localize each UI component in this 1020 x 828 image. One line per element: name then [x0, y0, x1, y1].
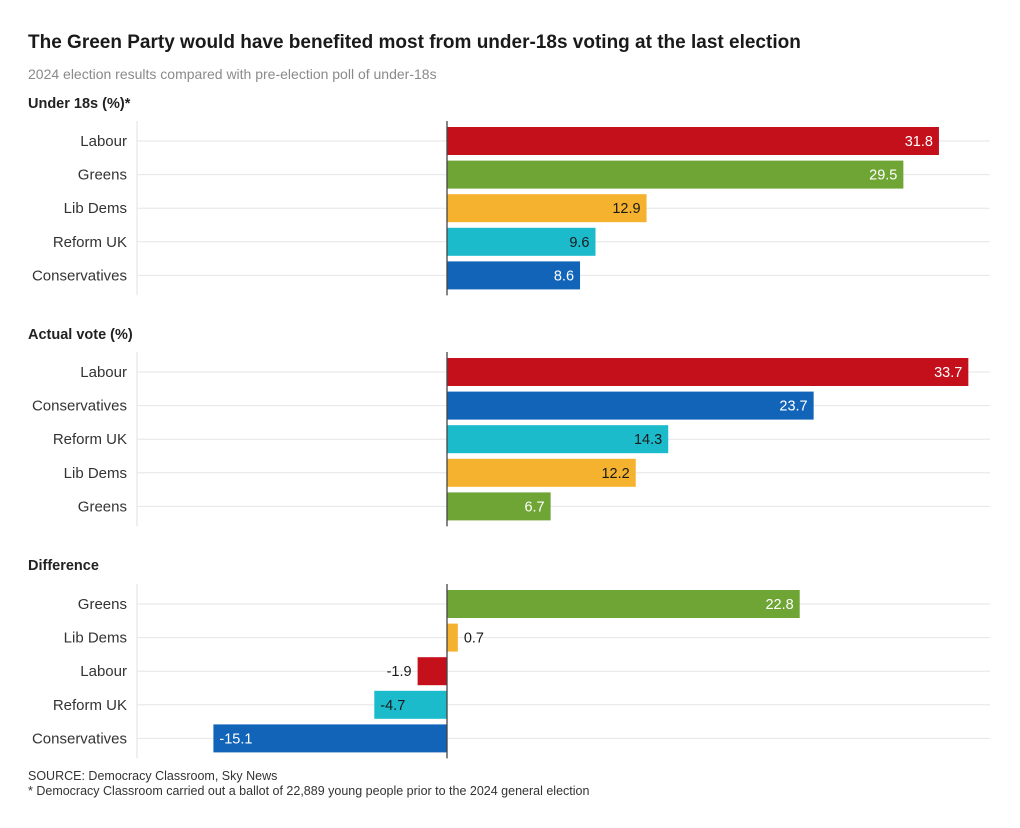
bar-reform-uk	[447, 425, 669, 454]
bar-labour	[417, 657, 447, 686]
category-label: Greens	[78, 596, 127, 613]
category-label: Conservatives	[32, 267, 127, 284]
value-label: -4.7	[380, 698, 405, 714]
value-label: 14.3	[634, 432, 662, 448]
category-label: Reform UK	[53, 697, 127, 714]
bar-greens	[447, 160, 904, 189]
value-label: 29.5	[869, 168, 897, 184]
bar-reform-uk	[374, 690, 447, 719]
category-label: Lib Dems	[64, 630, 127, 647]
value-label: 12.2	[601, 466, 629, 482]
category-label: Reform UK	[53, 431, 127, 448]
bar-lib-dems	[447, 623, 458, 652]
category-label: Greens	[78, 167, 127, 184]
panel-title: Difference	[28, 558, 99, 574]
source-note: SOURCE: Democracy Classroom, Sky News	[28, 769, 278, 783]
panel-title: Actual vote (%)	[28, 327, 133, 343]
category-label: Lib Dems	[64, 200, 127, 217]
bar-reform-uk	[447, 227, 596, 256]
chart-subtitle: 2024 election results compared with pre-…	[28, 66, 437, 82]
chart-footer: SOURCE: Democracy Classroom, Sky News * …	[28, 769, 589, 799]
bar-greens	[447, 492, 551, 521]
category-label: Labour	[80, 663, 127, 680]
chart-panel-3: Difference Greens 22.8 Lib Dems 0.7 Labour -1.…	[28, 558, 990, 759]
chart-title: The Green Party would have benefited mos…	[28, 32, 801, 53]
value-label: 22.8	[765, 597, 793, 613]
category-label: Conservatives	[32, 398, 127, 415]
bar-labour	[447, 358, 969, 386]
value-label: 0.7	[464, 631, 484, 647]
category-label: Greens	[78, 498, 127, 515]
bar-conservatives	[447, 391, 814, 420]
category-label: Labour	[80, 133, 127, 150]
panel-title: Under 18s (%)*	[28, 96, 131, 112]
bar-lib-dems	[447, 194, 647, 223]
value-label: 6.7	[524, 499, 544, 515]
bar-conservatives	[213, 724, 447, 753]
value-label: 23.7	[779, 399, 807, 415]
chart-panel-2: Actual vote (%) Labour 33.7 Conservatives 23…	[28, 327, 990, 527]
bar-greens	[447, 590, 800, 618]
bar-labour	[447, 127, 939, 155]
bar-conservatives	[447, 261, 581, 290]
value-label: 9.6	[569, 235, 589, 251]
category-label: Lib Dems	[64, 465, 127, 482]
bar-lib-dems	[447, 458, 636, 487]
value-label: 8.6	[554, 268, 574, 284]
category-label: Labour	[80, 364, 127, 381]
value-label: 12.9	[612, 201, 640, 217]
category-label: Reform UK	[53, 234, 127, 251]
footnote: * Democracy Classroom carried out a ball…	[28, 784, 590, 798]
value-label: 31.8	[905, 134, 933, 150]
value-label: 33.7	[934, 365, 962, 381]
chart-panel-1: Under 18s (%)* Labour 31.8 Greens 29.5 Lib De…	[28, 96, 990, 296]
value-label: -15.1	[219, 731, 252, 747]
category-label: Conservatives	[32, 730, 127, 747]
value-label: -1.9	[387, 664, 412, 680]
